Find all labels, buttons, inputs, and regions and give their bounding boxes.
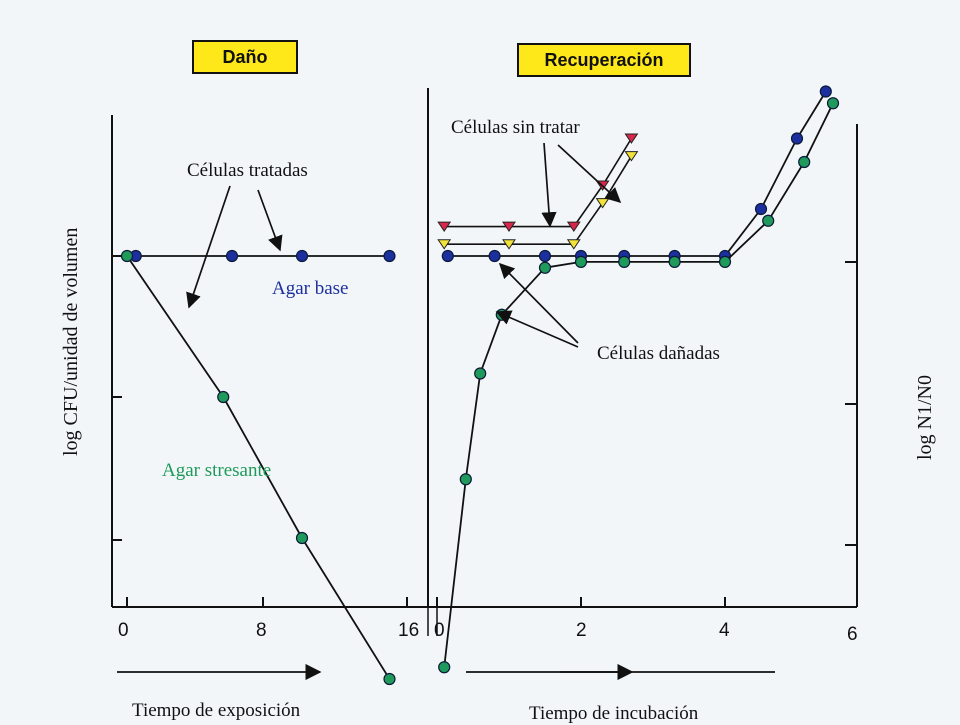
y-label-right: log N1/N0: [914, 375, 936, 460]
point-agar-stresante-1-2: [474, 367, 487, 380]
point-agar-stresante-1-0: [438, 661, 451, 674]
annotation-arrows: [186, 142, 622, 348]
label-agar-stress: Agar stresante: [162, 460, 272, 481]
point-c-lulas-sin-tratar-amarillo--1-2: [566, 239, 581, 250]
label-treated-cells: Células tratadas: [187, 160, 308, 181]
point-agar-stresante-0-1: [217, 390, 230, 404]
point-agar-base-0-1: [225, 249, 239, 263]
arrow-treated-to-stress: [186, 185, 231, 309]
point-agar-base-0-2: [295, 249, 309, 263]
tick-incubation-2: 2: [576, 620, 587, 641]
series-line-1-1: [443, 102, 834, 668]
point-agar-stresante-1-1: [459, 473, 472, 486]
point-agar-stresante-1-6: [618, 255, 631, 268]
tick-exposure-0: 0: [118, 620, 129, 641]
x-label-exposure: Tiempo de exposición: [132, 700, 301, 721]
tick-incubation-0: 0: [434, 620, 445, 641]
point-c-lulas-sin-tratar-rojo--1-1: [502, 221, 516, 233]
point-agar-stresante-0-3: [383, 672, 396, 686]
point-c-lulas-sin-tratar-rojo--1-2: [566, 221, 581, 233]
point-agar-stresante-1-8: [718, 255, 732, 268]
point-agar-stresante-1-4: [538, 261, 552, 274]
point-agar-base-0-3: [383, 249, 396, 263]
series-line-1-0: [447, 91, 827, 257]
point-agar-base-1-2: [538, 249, 552, 263]
tick-exposure-16: 16: [398, 620, 420, 641]
point-agar-stresante-1-7: [668, 255, 681, 268]
point-agar-base-1-1: [488, 249, 501, 263]
point-agar-base-1-0: [441, 249, 454, 263]
point-agar-stresante-1-9: [762, 214, 775, 227]
point-agar-base-1-8: [790, 132, 804, 145]
arrow-damaged-1: [495, 310, 579, 348]
y-label-left: log CFU/unidad de volumen: [60, 227, 82, 456]
point-c-lulas-sin-tratar-amarillo--1-1: [502, 239, 516, 250]
point-agar-stresante-1-10: [798, 155, 811, 169]
point-agar-stresante-0-2: [295, 531, 309, 545]
phase-label-damage: Daño: [192, 40, 298, 74]
point-c-lulas-sin-tratar-rojo--1-0: [437, 221, 452, 233]
point-agar-stresante-1-11: [826, 97, 840, 110]
label-untreated-cells: Células sin tratar: [451, 117, 580, 138]
axes-frame: [111, 88, 858, 681]
label-agar-base: Agar base: [272, 278, 349, 299]
point-agar-stresante-1-5: [574, 255, 588, 268]
point-agar-stresante-0-0: [120, 249, 134, 263]
point-c-lulas-sin-tratar-amarillo--1-4: [624, 151, 639, 162]
phase-label-recovery: Recuperación: [517, 43, 691, 77]
label-damaged-cells: Células dañadas: [597, 343, 720, 364]
arrow-treated-to-base: [257, 189, 283, 252]
arrow-untreated-2: [557, 144, 622, 204]
arrow-untreated-1: [541, 142, 557, 228]
tick-exposure-8: 8: [256, 620, 267, 641]
point-agar-base-1-9: [819, 85, 832, 98]
arrow-damaged-2: [498, 262, 579, 344]
point-agar-base-1-7: [754, 202, 768, 216]
series-line-0-1: [126, 255, 391, 680]
point-c-lulas-sin-tratar-rojo--1-4: [624, 133, 639, 144]
x-label-incubation: Tiempo de incubación: [529, 703, 699, 724]
tick-incubation-6: 6: [847, 624, 858, 645]
point-c-lulas-sin-tratar-amarillo--1-3: [595, 198, 610, 209]
tick-incubation-4: 4: [719, 620, 730, 641]
point-c-lulas-sin-tratar-amarillo--1-0: [437, 239, 452, 250]
